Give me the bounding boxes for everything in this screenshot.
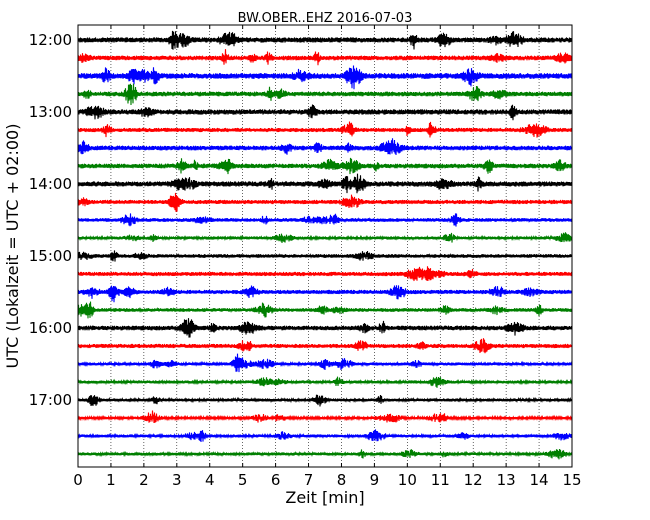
- x-tick-label: 2: [139, 471, 149, 489]
- trace-1530: [77, 285, 573, 303]
- x-tick-label: 0: [73, 471, 83, 489]
- trace-1600: [77, 318, 573, 338]
- seismogram-traces: [77, 30, 573, 460]
- trace-1245: [77, 83, 573, 105]
- trace-1200: [77, 30, 573, 50]
- x-tick-label: 9: [370, 471, 380, 489]
- trace-1430: [77, 213, 573, 227]
- trace-1230: [77, 65, 573, 90]
- trace-1545: [77, 301, 573, 319]
- trace-1445: [77, 232, 573, 243]
- trace-1415: [77, 192, 573, 212]
- x-tick-label: 8: [337, 471, 347, 489]
- trace-1615: [77, 338, 573, 354]
- x-tick-label: 12: [464, 471, 483, 489]
- trace-1715: [77, 410, 573, 424]
- x-axis-label: Zeit [min]: [285, 488, 364, 507]
- x-axis-ticks: 0 1 2 3 4 5 6 7 8 9 10 11 12 13 14 15: [73, 25, 582, 489]
- x-tick-label: 3: [172, 471, 182, 489]
- y-tick-label: 14:00: [29, 175, 72, 193]
- trace-1400: [77, 173, 573, 194]
- x-tick-label: 14: [530, 471, 549, 489]
- chart-title: BW.OBER..EHZ 2016-07-03: [238, 11, 413, 26]
- x-tick-label: 15: [562, 471, 581, 489]
- x-tick-label: 5: [238, 471, 248, 489]
- x-tick-label: 13: [497, 471, 516, 489]
- x-tick-label: 4: [205, 471, 215, 489]
- y-tick-label: 12:00: [29, 31, 72, 49]
- plot-area: [78, 25, 572, 467]
- plot-frame: [77, 24, 573, 468]
- trace-1500: [77, 250, 573, 262]
- trace-1345: [77, 157, 573, 175]
- x-tick-label: 6: [271, 471, 281, 489]
- x-tick-label: 10: [398, 471, 417, 489]
- trace-1700: [77, 394, 573, 407]
- x-tick-label: 7: [304, 471, 314, 489]
- x-tick-label: 1: [106, 471, 116, 489]
- trace-1215: [77, 49, 573, 66]
- trace-1745: [77, 448, 573, 460]
- trace-1515: [77, 266, 573, 282]
- trace-1300: [77, 104, 573, 121]
- trace-1630: [77, 353, 573, 373]
- trace-1315: [77, 121, 573, 138]
- x-tick-label: 11: [431, 471, 450, 489]
- trace-1645: [77, 376, 573, 388]
- y-tick-label: 13:00: [29, 103, 72, 121]
- trace-1330: [77, 138, 573, 156]
- y-tick-label: 16:00: [29, 319, 72, 337]
- y-tick-label: 15:00: [29, 247, 72, 265]
- y-axis-ticks: 12:00 13:00 14:00 15:00 16:00 17:00: [29, 31, 572, 409]
- y-axis-label: UTC (Lokalzeit = UTC + 02:00): [3, 124, 22, 369]
- y-tick-label: 17:00: [29, 391, 72, 409]
- trace-1730: [77, 429, 573, 442]
